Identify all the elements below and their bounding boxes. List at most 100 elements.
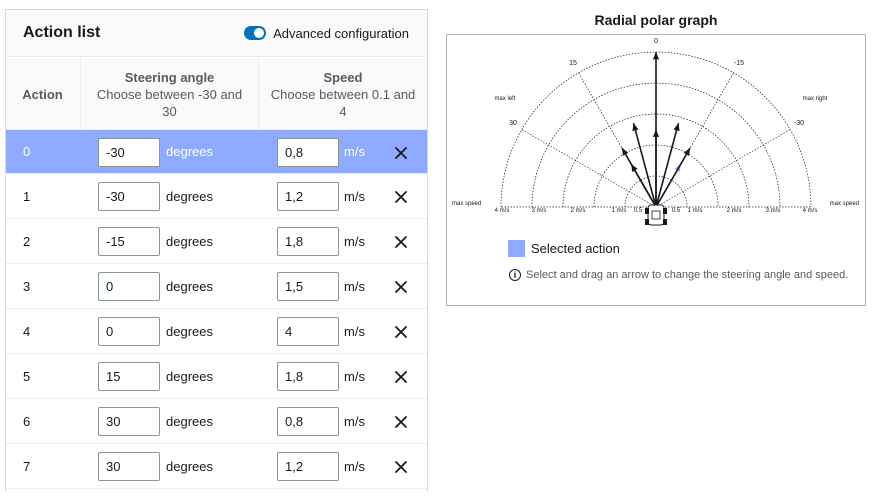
legend-swatch — [508, 240, 525, 257]
hint-text: Select and drag an arrow to change the s… — [526, 269, 849, 281]
action-index: 5 — [23, 369, 31, 384]
action-row[interactable]: 6 30 degrees 0,8 m/s — [6, 399, 427, 444]
car-cab — [651, 210, 661, 220]
delete-action-icon[interactable] — [392, 413, 410, 431]
radial-polar-graph: 0 15 -15 30 -30 max left max right max speed max… — [446, 34, 866, 306]
action-list-panel: Action list Advanced configuration Actio… — [5, 9, 428, 492]
max-speed-right-label: max speed — [830, 201, 859, 207]
speed-unit: m/s — [344, 279, 365, 294]
steering-angle-input[interactable]: -30 — [98, 182, 160, 211]
action-rows: 0 -30 degrees 0,8 m/s 1 -30 degrees 1,2 m/s 2 -15 de… — [6, 130, 427, 489]
angle-label-0: 0 — [654, 38, 658, 45]
graph-legend: Selected action — [508, 240, 620, 257]
advanced-config-toggle[interactable]: Advanced configuration — [244, 26, 409, 41]
speed-input[interactable]: 1,5 — [277, 272, 339, 301]
action-row[interactable]: 7 30 degrees 1,2 m/s — [6, 444, 427, 489]
steering-unit: degrees — [166, 324, 213, 339]
max-right-label: max right — [803, 96, 828, 102]
column-action: Action — [6, 58, 79, 130]
action-index: 2 — [23, 234, 31, 249]
graph-hint: i Select and drag an arrow to change the… — [509, 269, 848, 281]
steering-angle-input[interactable]: -30 — [98, 138, 160, 167]
polar-graph-svg[interactable]: 0 15 -15 30 -30 max left max right max speed max… — [447, 35, 865, 305]
delete-action-icon[interactable] — [392, 323, 410, 341]
panel-header: Action list Advanced configuration — [6, 10, 427, 57]
action-row[interactable]: 2 -15 degrees 1,8 m/s — [6, 219, 427, 264]
angle-label-neg30: -30 — [794, 120, 804, 127]
action-row[interactable]: 0 -30 degrees 0,8 m/s — [6, 130, 427, 174]
steering-angle-input[interactable]: -15 — [98, 227, 160, 256]
delete-action-icon[interactable] — [392, 458, 410, 476]
car-wheel — [663, 208, 667, 214]
steering-angle-input[interactable]: 0 — [98, 272, 160, 301]
action-index: 6 — [23, 414, 31, 429]
action-index: 1 — [23, 189, 31, 204]
max-left-label: max left — [494, 96, 515, 102]
speed-input[interactable]: 0,8 — [277, 407, 339, 436]
delete-action-icon[interactable] — [392, 233, 410, 251]
panel-title: Action list — [23, 24, 101, 41]
speed-label: 2 m/s — [727, 208, 742, 214]
car-wheel — [645, 208, 649, 214]
column-steering-sub2: 30 — [162, 103, 177, 119]
arrow-head — [621, 147, 629, 156]
speed-label: 4 m/s — [495, 208, 510, 214]
speed-input[interactable]: 1,8 — [277, 227, 339, 256]
steering-unit: degrees — [166, 459, 213, 474]
speed-unit: m/s — [344, 234, 365, 249]
polar-ring — [562, 113, 750, 208]
action-row[interactable]: 4 0 degrees 4 m/s — [6, 309, 427, 354]
speed-label: 1 m/s — [688, 208, 703, 214]
polar-spoke — [578, 72, 657, 208]
speed-label: 3 m/s — [766, 208, 781, 214]
polar-spoke — [655, 72, 734, 208]
steering-angle-input[interactable]: 0 — [98, 317, 160, 346]
column-speed-sub2: 4 — [339, 103, 347, 119]
action-row[interactable]: 1 -30 degrees 1,2 m/s — [6, 174, 427, 219]
column-action-label: Action — [22, 86, 63, 102]
arrow-head — [673, 123, 680, 132]
action-arrow — [632, 122, 657, 208]
steering-angle-input[interactable]: 30 — [98, 452, 160, 481]
speed-input[interactable]: 1,2 — [277, 182, 339, 211]
legend-label: Selected action — [531, 241, 620, 256]
delete-action-icon[interactable] — [392, 278, 410, 296]
steering-unit: degrees — [166, 234, 213, 249]
action-index: 3 — [23, 279, 31, 294]
delete-action-icon[interactable] — [392, 188, 410, 206]
speed-input[interactable]: 4 — [277, 317, 339, 346]
speed-input[interactable]: 0,8 — [277, 138, 339, 167]
steering-unit: degrees — [166, 369, 213, 384]
delete-action-icon[interactable] — [392, 368, 410, 386]
speed-label: 0.5 — [672, 208, 681, 214]
steering-angle-input[interactable]: 30 — [98, 407, 160, 436]
speed-unit: m/s — [344, 324, 365, 339]
speed-input[interactable]: 1,8 — [277, 362, 339, 391]
action-index: 7 — [23, 459, 31, 474]
action-row[interactable]: 3 0 degrees 1,5 m/s — [6, 264, 427, 309]
polar-spoke — [521, 129, 657, 208]
speed-label: 3 m/s — [532, 208, 547, 214]
column-steering-title: Steering angle — [124, 69, 215, 85]
polar-ring — [531, 82, 781, 208]
graph-title: Radial polar graph — [594, 12, 718, 28]
angle-label-30: 30 — [509, 120, 517, 127]
delete-action-icon[interactable] — [392, 144, 410, 162]
action-row[interactable]: 5 15 degrees 1,8 m/s — [6, 354, 427, 399]
action-index: 0 — [23, 144, 31, 159]
action-arrow — [621, 147, 657, 208]
steering-angle-input[interactable]: 15 — [98, 362, 160, 391]
speed-unit: m/s — [344, 459, 365, 474]
angle-label-15: 15 — [569, 60, 577, 67]
toggle-switch[interactable] — [244, 26, 267, 40]
speed-label: 0.5 — [634, 208, 643, 214]
action-index: 4 — [23, 324, 31, 339]
column-steering-sub1: Choose between -30 and — [96, 86, 243, 102]
steering-unit: degrees — [166, 144, 213, 159]
polar-spoke — [655, 129, 791, 208]
steering-unit: degrees — [166, 279, 213, 294]
steering-unit: degrees — [166, 189, 213, 204]
max-speed-left-label: max speed — [452, 201, 481, 207]
speed-input[interactable]: 1,2 — [277, 452, 339, 481]
arrow-head — [683, 147, 691, 156]
